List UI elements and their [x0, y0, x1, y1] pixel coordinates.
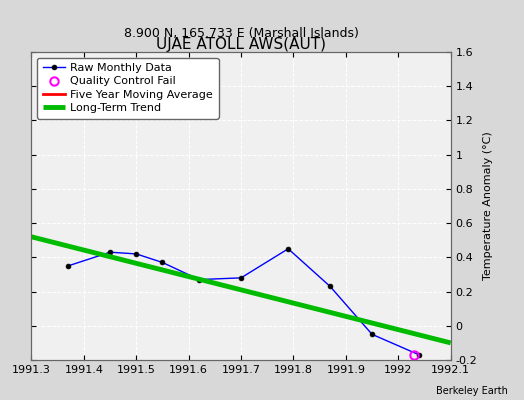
Raw Monthly Data	[65, 264, 71, 268]
Text: Berkeley Earth: Berkeley Earth	[436, 386, 508, 396]
Raw Monthly Data	[107, 250, 113, 254]
Raw Monthly Data	[285, 246, 291, 251]
Raw Monthly Data	[369, 332, 375, 337]
Title: UJAE ATOLL AWS(AUT): UJAE ATOLL AWS(AUT)	[156, 37, 326, 52]
Raw Monthly Data	[196, 277, 202, 282]
Raw Monthly Data	[133, 252, 139, 256]
Raw Monthly Data	[159, 260, 166, 265]
Raw Monthly Data	[327, 284, 333, 289]
Raw Monthly Data	[416, 352, 422, 357]
Raw Monthly Data	[238, 276, 244, 280]
Legend: Raw Monthly Data, Quality Control Fail, Five Year Moving Average, Long-Term Tren: Raw Monthly Data, Quality Control Fail, …	[37, 58, 219, 119]
Line: Raw Monthly Data: Raw Monthly Data	[66, 246, 422, 357]
Y-axis label: Temperature Anomaly (°C): Temperature Anomaly (°C)	[483, 132, 493, 280]
Text: 8.900 N, 165.733 E (Marshall Islands): 8.900 N, 165.733 E (Marshall Islands)	[124, 27, 358, 40]
